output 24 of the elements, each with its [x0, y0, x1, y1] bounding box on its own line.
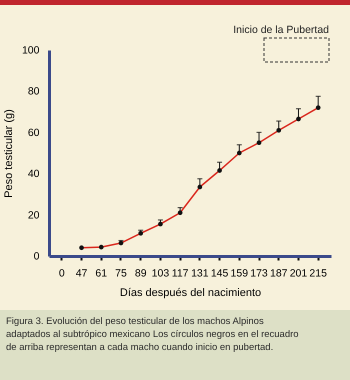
- x-tick-label: 201: [290, 268, 308, 280]
- x-tick-label: 131: [191, 268, 209, 280]
- x-tick-label: 89: [134, 268, 147, 280]
- text: Inicio de la Pubertad: [233, 24, 330, 36]
- y-tick-label: 40: [28, 168, 40, 180]
- x-tick-label: 47: [76, 268, 88, 280]
- y-tick-label: 0: [34, 250, 40, 262]
- x-tick-label: 117: [172, 268, 189, 280]
- text: Figura 3. Evolución del peso testicular de los machos Alpinos adaptados al subtrópico mexicano Los círculos negros en el recuadro de arriba representan a cada macho cuando inicio en pubertad.: [6, 316, 299, 353]
- y-axis-title: Peso testicular (g): [2, 109, 15, 198]
- x-tick-label: 215: [309, 268, 328, 280]
- x-tick-label: 103: [152, 268, 170, 280]
- x-tick-label: 61: [95, 268, 108, 280]
- x-tick-label: 187: [270, 268, 288, 280]
- x-tick-label: 159: [230, 268, 248, 280]
- y-tick-label: 20: [28, 209, 40, 222]
- x-tick-label: 145: [210, 268, 228, 280]
- x-axis-title: Días después del nacimiento: [120, 287, 262, 299]
- x-tick-label: 75: [115, 268, 127, 280]
- x-tick-label: 173: [250, 268, 268, 280]
- y-tick-label: 80: [28, 86, 40, 98]
- x-tick-label: 0: [58, 268, 65, 280]
- y-tick-label: 100: [22, 44, 40, 56]
- y-tick-label: 60: [28, 126, 40, 139]
